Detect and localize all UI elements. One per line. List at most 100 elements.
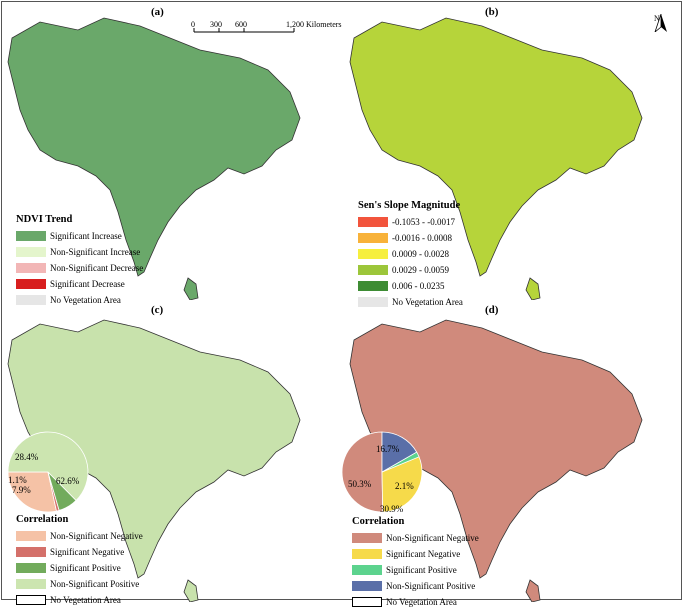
panel-label-b: (b) bbox=[485, 6, 499, 18]
legend-title-c: Correlation bbox=[16, 514, 69, 525]
legend-label: Non-Significant Negative bbox=[50, 531, 143, 541]
legend-swatch bbox=[358, 249, 388, 259]
legend-label: No Vegetation Area bbox=[392, 297, 463, 307]
legend-label: Significant Negative bbox=[386, 549, 461, 559]
legend-c-item-4: No Vegetation Area bbox=[16, 592, 143, 608]
legend-swatch bbox=[16, 279, 46, 289]
legend-swatch bbox=[16, 295, 46, 305]
scale-bar-graphic bbox=[193, 28, 295, 33]
legend-label: No Vegetation Area bbox=[50, 595, 121, 605]
legend-c-item-3: Non-Significant Positive bbox=[16, 576, 143, 592]
legend-d-item-2: Significant Positive bbox=[352, 562, 479, 578]
legend-label: 0.0009 - 0.0028 bbox=[392, 249, 449, 259]
pie-d-label-2: 2.1% bbox=[395, 481, 414, 491]
panel-a: (a) 0 300 600 1,200 Kilometers NDVI Tren… bbox=[0, 0, 342, 305]
panel-label-a: (a) bbox=[151, 6, 164, 18]
scale-tick-0: 0 bbox=[191, 20, 195, 29]
legend-label: 0.0029 - 0.0059 bbox=[392, 265, 449, 275]
legend-d-item-3: Non-Significant Positive bbox=[352, 578, 479, 594]
legend-a-item-2: Non-Significant Decrease bbox=[16, 260, 143, 276]
legend-swatch bbox=[16, 231, 46, 241]
legend-swatch bbox=[358, 297, 388, 307]
legend-label: Non-Significant Positive bbox=[386, 581, 476, 591]
legend-swatch bbox=[352, 565, 382, 575]
legend-b-item-5: No Vegetation Area bbox=[358, 294, 463, 310]
legend-label: Significant Positive bbox=[386, 565, 457, 575]
legend-swatch bbox=[358, 217, 388, 227]
legend-swatch bbox=[16, 547, 46, 557]
legend-label: No Vegetation Area bbox=[50, 295, 121, 305]
legend-label: -0.1053 - -0.0017 bbox=[392, 217, 455, 227]
legend-label: Non-Significant Decrease bbox=[50, 263, 144, 273]
pie-c-slice-0 bbox=[7, 471, 57, 513]
legend-b-item-4: 0.006 - 0.0235 bbox=[358, 278, 463, 294]
pie-d-slice-3 bbox=[381, 431, 418, 473]
pie-c-label-3: 62.6% bbox=[56, 476, 80, 486]
map-d bbox=[342, 319, 643, 602]
legend-swatch bbox=[16, 563, 46, 573]
panel-b: (b) N Sen's Slope Magnitude -0.1053 - -0… bbox=[342, 0, 682, 307]
legend-label: Significant Decrease bbox=[50, 279, 125, 289]
pie-c-label-1: 1.1% bbox=[8, 475, 27, 485]
pie-c-slice-3 bbox=[7, 431, 89, 502]
legend-d-item-4: No Vegetation Area bbox=[352, 594, 479, 610]
pie-c-label-0: 28.4% bbox=[15, 452, 39, 462]
legend-swatch bbox=[352, 581, 382, 591]
legend-label: Significant Negative bbox=[50, 547, 125, 557]
legend-swatch bbox=[16, 247, 46, 257]
legend-label: Significant Positive bbox=[50, 563, 121, 573]
figure-frame bbox=[1, 1, 682, 600]
legend-swatch bbox=[358, 265, 388, 275]
scale-tick-300: 300 bbox=[210, 20, 222, 29]
legend-label: Significant Increase bbox=[50, 231, 122, 241]
scale-tick-1200: 1,200 Kilometers bbox=[286, 20, 342, 29]
pie-c-label-2: 7.9% bbox=[12, 485, 31, 495]
legend-c-item-2: Significant Positive bbox=[16, 560, 143, 576]
legend-b: Sen's Slope Magnitude -0.1053 - -0.0017 -… bbox=[358, 200, 463, 310]
legend-swatch bbox=[16, 531, 46, 541]
legend-d-item-0: Non-Significant Negative bbox=[352, 530, 479, 546]
north-arrow-icon bbox=[654, 14, 667, 32]
legend-swatch bbox=[352, 597, 382, 607]
legend-a-item-4: No Vegetation Area bbox=[16, 292, 143, 308]
legend-label: Non-Significant Increase bbox=[50, 247, 141, 257]
panel-label-d: (d) bbox=[485, 304, 499, 316]
legend-a: NDVI Trend Significant Increase Non-Signi… bbox=[16, 214, 143, 308]
legend-title-b: Sen's Slope Magnitude bbox=[358, 200, 461, 211]
panel-d: (d) 50.3% 30.9% 2.1% 16.7% Correlation N… bbox=[342, 302, 682, 607]
legend-swatch bbox=[16, 263, 46, 273]
pie-d-label-1: 30.9% bbox=[380, 504, 404, 514]
legend-c-item-1: Significant Negative bbox=[16, 544, 143, 560]
legend-a-item-0: Significant Increase bbox=[16, 228, 143, 244]
legend-title-d: Correlation bbox=[352, 516, 405, 527]
legend-label: 0.006 - 0.0235 bbox=[392, 281, 445, 291]
legend-b-item-3: 0.0029 - 0.0059 bbox=[358, 262, 463, 278]
legend-label: Non-Significant Negative bbox=[386, 533, 479, 543]
legend-d-item-1: Significant Negative bbox=[352, 546, 479, 562]
legend-swatch bbox=[352, 549, 382, 559]
legend-b-item-1: -0.0016 - 0.0008 bbox=[358, 230, 463, 246]
legend-label: -0.0016 - 0.0008 bbox=[392, 233, 452, 243]
legend-label: Non-Significant Positive bbox=[50, 579, 140, 589]
pie-d-label-3: 16.7% bbox=[376, 444, 400, 454]
map-c bbox=[7, 319, 301, 602]
pie-d-label-0: 50.3% bbox=[348, 479, 372, 489]
panel-c: (c) 28.4% 1.1% 7.9% 62.6% Correlation No… bbox=[0, 302, 340, 605]
scale-tick-600: 600 bbox=[235, 20, 247, 29]
legend-swatch bbox=[16, 595, 46, 605]
legend-swatch bbox=[358, 281, 388, 291]
legend-c-item-0: Non-Significant Negative bbox=[16, 528, 143, 544]
legend-title-a: NDVI Trend bbox=[16, 214, 73, 225]
legend-label: No Vegetation Area bbox=[386, 597, 457, 607]
legend-a-item-1: Non-Significant Increase bbox=[16, 244, 143, 260]
legend-b-item-0: -0.1053 - -0.0017 bbox=[358, 214, 463, 230]
legend-b-item-2: 0.0009 - 0.0028 bbox=[358, 246, 463, 262]
legend-a-item-3: Significant Decrease bbox=[16, 276, 143, 292]
legend-swatch bbox=[16, 579, 46, 589]
legend-swatch bbox=[358, 233, 388, 243]
legend-swatch bbox=[352, 533, 382, 543]
legend-c: Correlation Non-Significant Negative Sign… bbox=[16, 514, 143, 608]
panel-label-c: (c) bbox=[151, 304, 164, 316]
pie-d-slice-0 bbox=[342, 431, 384, 513]
north-arrow: N bbox=[654, 14, 667, 32]
